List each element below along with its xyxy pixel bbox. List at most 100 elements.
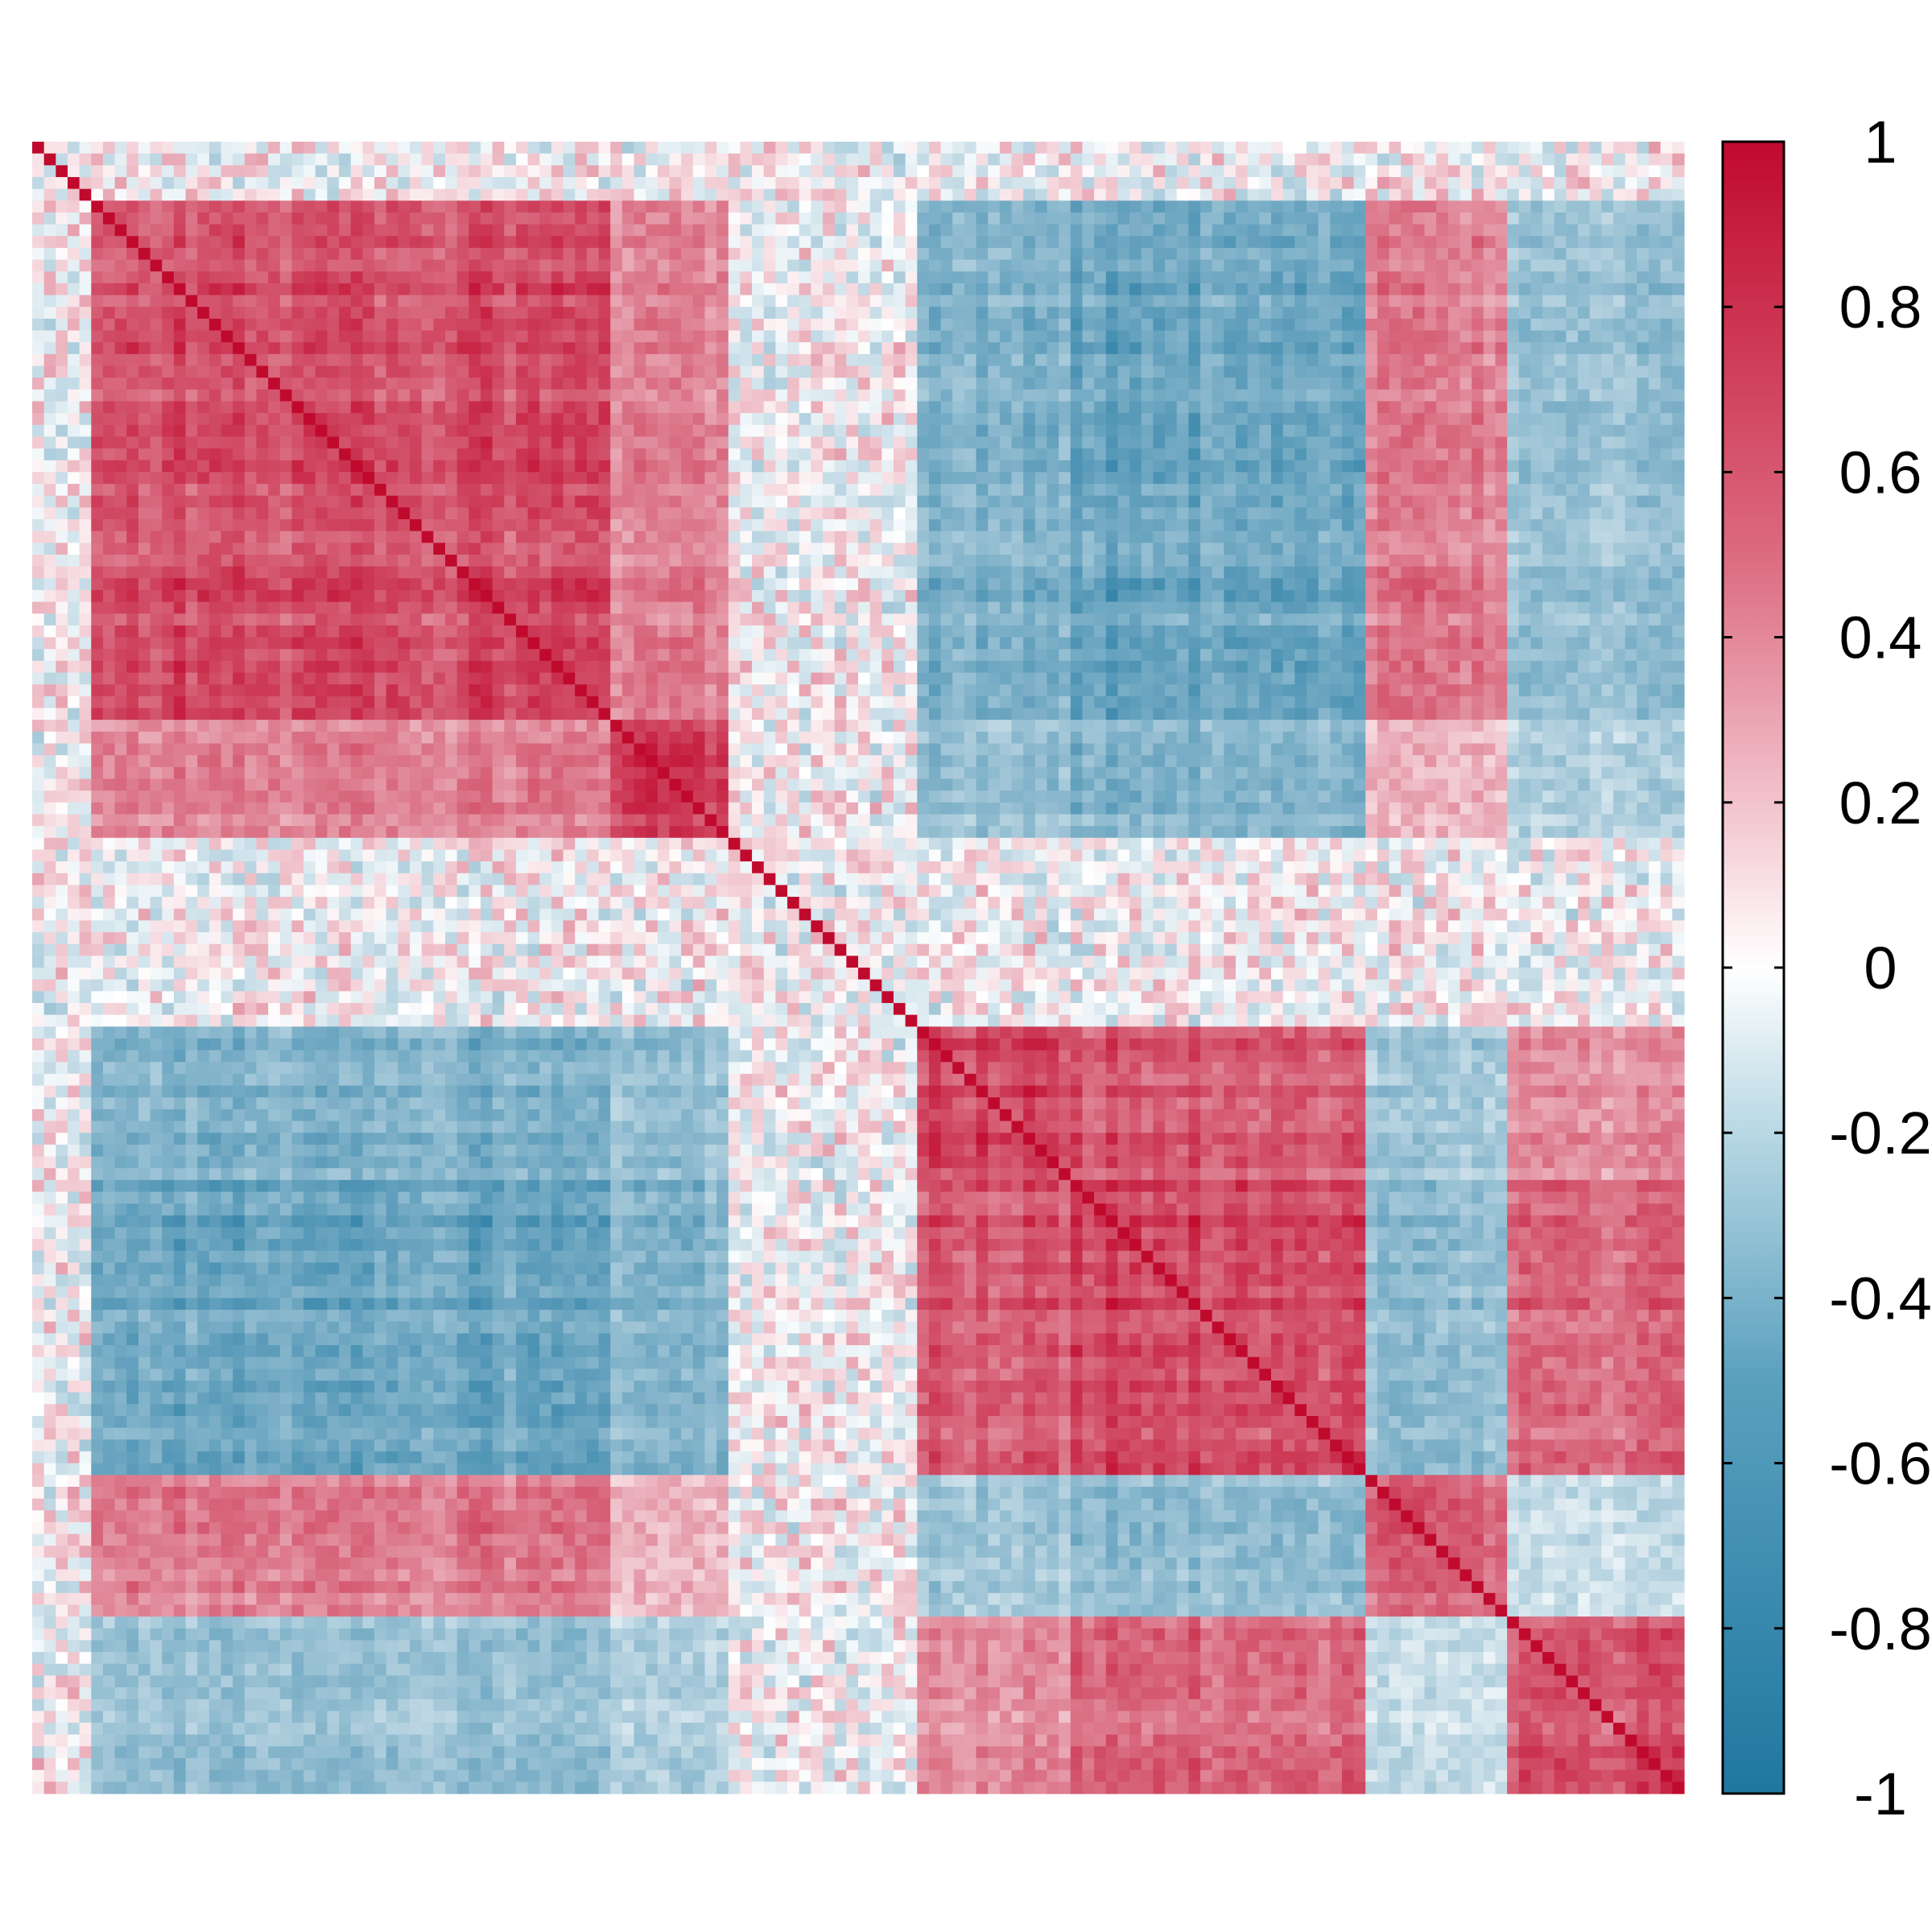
heatmap-cell xyxy=(43,413,56,426)
heatmap-cell xyxy=(952,153,965,166)
heatmap-cell xyxy=(1188,543,1201,555)
heatmap-cell xyxy=(881,436,894,449)
heatmap-cell xyxy=(480,342,493,355)
heatmap-cell xyxy=(456,424,469,438)
heatmap-cell xyxy=(728,259,741,272)
heatmap-cell xyxy=(150,530,163,543)
heatmap-cell xyxy=(1224,460,1236,473)
heatmap-cell xyxy=(1495,378,1508,390)
heatmap-cell xyxy=(752,543,765,555)
heatmap-cell xyxy=(704,271,717,284)
heatmap-cell xyxy=(893,448,906,461)
heatmap-cell xyxy=(1176,401,1189,414)
heatmap-cell xyxy=(586,519,600,532)
heatmap-cell xyxy=(1259,543,1272,555)
heatmap-cell xyxy=(1105,307,1119,320)
heatmap-cell xyxy=(56,389,68,402)
heatmap-cell xyxy=(233,543,246,555)
heatmap-cell xyxy=(728,555,741,568)
heatmap-cell xyxy=(586,259,600,272)
heatmap-cell xyxy=(1566,353,1579,367)
heatmap-cell xyxy=(315,307,328,320)
heatmap-cell xyxy=(917,495,930,508)
heatmap-cell xyxy=(704,318,717,332)
heatmap-cell xyxy=(1070,176,1084,190)
heatmap-cell xyxy=(728,436,741,449)
heatmap-cell xyxy=(799,318,811,332)
heatmap-cell xyxy=(1447,165,1461,178)
heatmap-cell xyxy=(964,436,977,449)
heatmap-cell xyxy=(1176,436,1189,449)
heatmap-cell xyxy=(669,484,682,497)
heatmap-cell xyxy=(1518,543,1532,555)
heatmap-cell xyxy=(433,307,446,320)
heatmap-cell xyxy=(988,424,1001,438)
heatmap-cell xyxy=(811,424,824,438)
heatmap-cell xyxy=(905,424,918,438)
heatmap-cell xyxy=(1034,530,1048,543)
heatmap-cell xyxy=(1365,318,1378,332)
heatmap-cell xyxy=(1153,555,1166,568)
heatmap-cell xyxy=(740,330,753,343)
heatmap-cell xyxy=(1200,330,1213,343)
heatmap-cell xyxy=(1188,448,1201,461)
heatmap-cell xyxy=(1129,176,1142,190)
heatmap-cell xyxy=(657,307,671,320)
heatmap-cell xyxy=(964,448,977,461)
heatmap-cell xyxy=(244,247,258,261)
heatmap-cell xyxy=(1129,153,1142,166)
heatmap-cell xyxy=(185,318,198,332)
heatmap-cell xyxy=(339,236,352,249)
heatmap-cell xyxy=(268,330,281,343)
heatmap-cell xyxy=(56,484,68,497)
heatmap-cell xyxy=(869,495,882,508)
heatmap-cell xyxy=(1306,472,1319,485)
heatmap-cell xyxy=(775,142,788,155)
heatmap-cell xyxy=(1495,460,1508,473)
heatmap-cell xyxy=(1306,212,1319,225)
heatmap-cell xyxy=(469,413,481,426)
heatmap-cell xyxy=(150,318,163,332)
heatmap-cell xyxy=(893,507,906,520)
heatmap-cell xyxy=(1330,224,1343,237)
heatmap-cell xyxy=(1200,413,1213,426)
heatmap-cell xyxy=(692,495,706,508)
heatmap-cell xyxy=(469,295,481,308)
heatmap-cell xyxy=(551,436,564,449)
heatmap-cell xyxy=(303,318,316,332)
heatmap-cell xyxy=(469,259,481,272)
heatmap-cell xyxy=(1672,295,1685,308)
heatmap-cell xyxy=(398,153,411,166)
heatmap-cell xyxy=(928,507,942,520)
heatmap-cell xyxy=(610,165,623,178)
heatmap-cell xyxy=(1212,378,1224,390)
heatmap-cell xyxy=(728,153,741,166)
heatmap-cell xyxy=(1507,224,1520,237)
heatmap-cell xyxy=(834,378,847,390)
heatmap-cell xyxy=(197,507,210,520)
heatmap-cell xyxy=(315,401,328,414)
heatmap-cell xyxy=(162,543,175,555)
heatmap-cell xyxy=(763,460,776,473)
heatmap-cell xyxy=(362,401,375,414)
heatmap-cell xyxy=(1518,247,1532,261)
heatmap-cell xyxy=(43,389,56,402)
heatmap-cell xyxy=(1247,236,1260,249)
heatmap-cell xyxy=(728,307,741,320)
heatmap-cell xyxy=(398,165,411,178)
heatmap-cell xyxy=(1023,519,1036,532)
heatmap-cell xyxy=(1259,295,1272,308)
heatmap-cell xyxy=(692,472,706,485)
heatmap-cell xyxy=(1507,236,1520,249)
heatmap-cell xyxy=(1495,353,1508,367)
heatmap-cell xyxy=(208,271,222,284)
heatmap-cell xyxy=(1059,247,1071,261)
heatmap-cell xyxy=(1034,555,1048,568)
heatmap-cell xyxy=(1424,448,1437,461)
heatmap-cell xyxy=(1318,424,1331,438)
heatmap-cell xyxy=(1401,307,1414,320)
heatmap-cell xyxy=(1282,307,1295,320)
heatmap-cell xyxy=(1236,436,1249,449)
heatmap-cell xyxy=(150,247,163,261)
heatmap-cell xyxy=(1259,188,1272,201)
